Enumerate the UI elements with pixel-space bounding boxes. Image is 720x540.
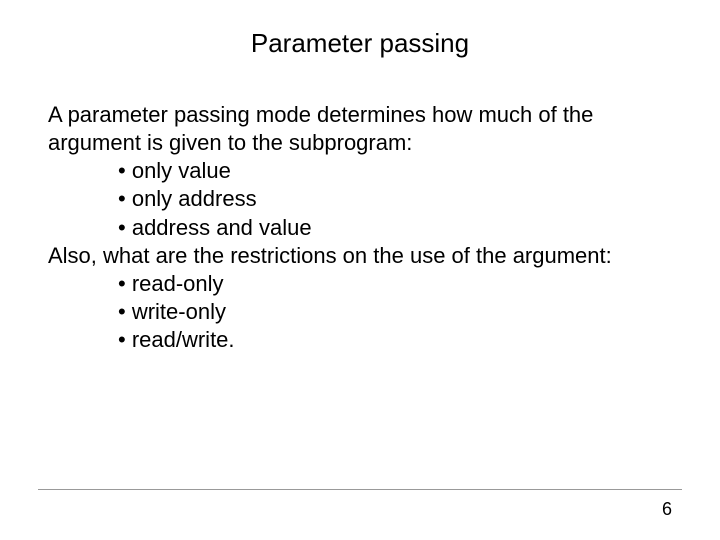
- list-item: • write-only: [118, 298, 672, 326]
- slide-title: Parameter passing: [48, 28, 672, 59]
- intro-paragraph-1: A parameter passing mode determines how …: [48, 101, 672, 157]
- bullet-list-2: • read-only • write-only • read/write.: [48, 270, 672, 354]
- slide-body: A parameter passing mode determines how …: [48, 101, 672, 354]
- bullet-text: only value: [132, 158, 231, 183]
- bullet-icon: •: [118, 327, 126, 352]
- bullet-icon: •: [118, 299, 126, 324]
- bullet-icon: •: [118, 158, 126, 183]
- bullet-text: read/write.: [132, 327, 235, 352]
- bullet-text: read-only: [132, 271, 224, 296]
- intro-paragraph-2: Also, what are the restrictions on the u…: [48, 242, 672, 270]
- list-item: • only address: [118, 185, 672, 213]
- bullet-text: only address: [132, 186, 257, 211]
- bullet-text: address and value: [132, 215, 312, 240]
- list-item: • address and value: [118, 214, 672, 242]
- page-number: 6: [662, 499, 672, 520]
- bullet-text: write-only: [132, 299, 226, 324]
- bullet-icon: •: [118, 186, 126, 211]
- list-item: • only value: [118, 157, 672, 185]
- list-item: • read-only: [118, 270, 672, 298]
- bullet-icon: •: [118, 215, 126, 240]
- bullet-icon: •: [118, 271, 126, 296]
- horizontal-divider: [38, 489, 682, 490]
- bullet-list-1: • only value • only address • address an…: [48, 157, 672, 241]
- list-item: • read/write.: [118, 326, 672, 354]
- slide-container: Parameter passing A parameter passing mo…: [0, 0, 720, 540]
